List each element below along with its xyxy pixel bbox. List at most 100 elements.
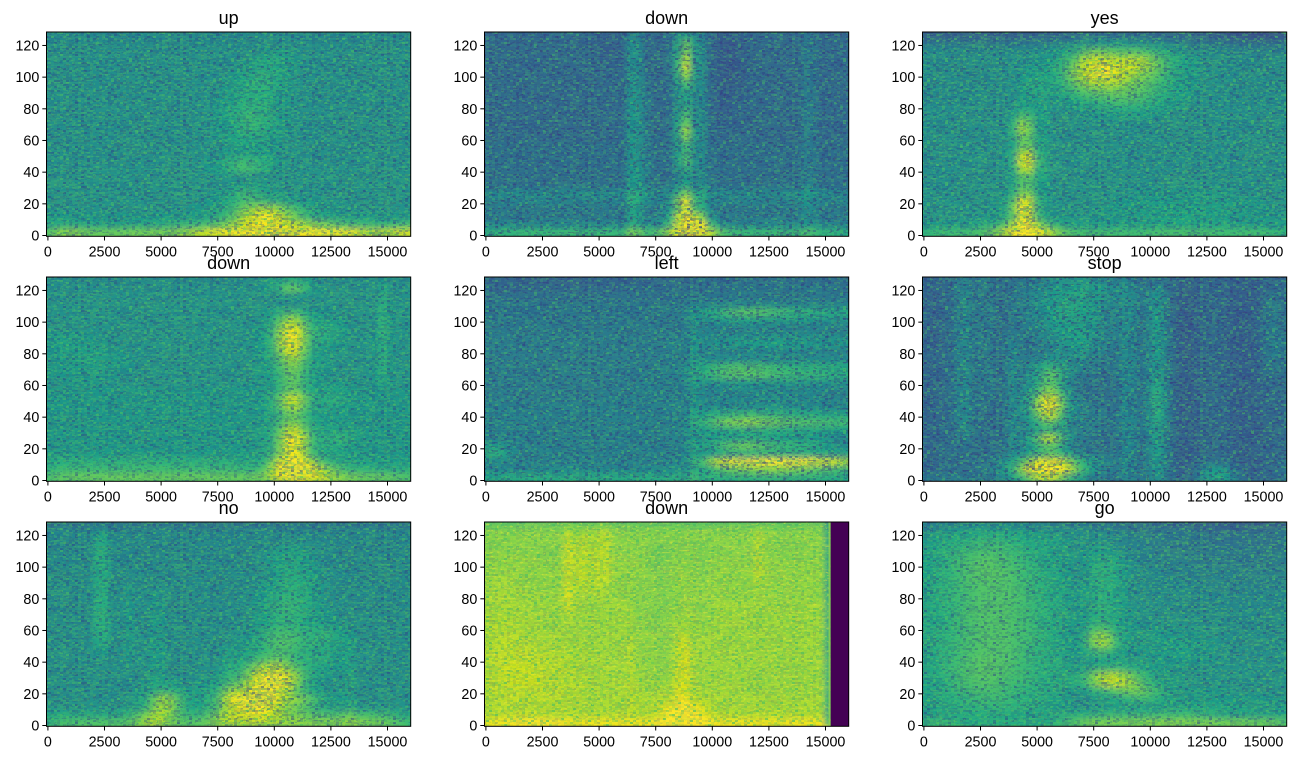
svg-text:15000: 15000 (806, 245, 846, 261)
svg-text:100: 100 (453, 315, 477, 331)
svg-text:12500: 12500 (311, 490, 351, 506)
svg-text:5000: 5000 (583, 490, 615, 506)
svg-text:10000: 10000 (692, 245, 732, 261)
svg-text:40: 40 (23, 165, 39, 181)
svg-text:5000: 5000 (145, 490, 177, 506)
svg-text:12500: 12500 (1187, 490, 1227, 506)
svg-text:80: 80 (23, 102, 39, 118)
svg-text:20: 20 (899, 197, 915, 213)
svg-text:0: 0 (907, 229, 915, 245)
svg-text:20: 20 (23, 687, 39, 703)
svg-text:yes: yes (1091, 8, 1119, 28)
svg-text:12500: 12500 (749, 490, 789, 506)
svg-text:7500: 7500 (202, 245, 234, 261)
svg-text:0: 0 (31, 229, 39, 245)
svg-text:7500: 7500 (202, 490, 234, 506)
svg-text:80: 80 (899, 347, 915, 363)
svg-text:0: 0 (482, 245, 490, 261)
svg-text:7500: 7500 (640, 490, 672, 506)
svg-text:100: 100 (15, 70, 39, 86)
svg-text:stop: stop (1088, 253, 1122, 273)
svg-text:up: up (219, 8, 239, 28)
svg-text:7500: 7500 (640, 245, 672, 261)
svg-text:0: 0 (920, 490, 928, 506)
svg-text:5000: 5000 (145, 735, 177, 751)
svg-text:10000: 10000 (692, 490, 732, 506)
svg-text:60: 60 (899, 378, 915, 394)
svg-text:120: 120 (891, 283, 915, 299)
svg-text:100: 100 (15, 560, 39, 576)
svg-text:80: 80 (461, 102, 477, 118)
svg-text:0: 0 (44, 245, 52, 261)
svg-text:10000: 10000 (254, 490, 294, 506)
svg-text:0: 0 (469, 229, 477, 245)
svg-text:80: 80 (899, 102, 915, 118)
svg-text:7500: 7500 (1078, 245, 1110, 261)
svg-text:15000: 15000 (368, 735, 408, 751)
svg-text:40: 40 (899, 165, 915, 181)
svg-text:60: 60 (899, 133, 915, 149)
svg-text:80: 80 (461, 347, 477, 363)
svg-text:40: 40 (23, 410, 39, 426)
svg-text:5000: 5000 (1021, 490, 1053, 506)
svg-text:2500: 2500 (527, 245, 559, 261)
svg-text:left: left (655, 253, 679, 273)
svg-text:60: 60 (23, 378, 39, 394)
svg-text:120: 120 (453, 38, 477, 54)
svg-text:120: 120 (453, 283, 477, 299)
svg-text:12500: 12500 (311, 245, 351, 261)
svg-text:5000: 5000 (583, 245, 615, 261)
svg-text:15000: 15000 (1244, 245, 1284, 261)
svg-text:120: 120 (15, 38, 39, 54)
svg-text:10000: 10000 (254, 735, 294, 751)
svg-text:20: 20 (461, 197, 477, 213)
svg-text:120: 120 (891, 38, 915, 54)
svg-text:down: down (645, 8, 688, 28)
svg-text:100: 100 (891, 315, 915, 331)
svg-text:15000: 15000 (1244, 490, 1284, 506)
svg-text:20: 20 (899, 442, 915, 458)
svg-text:20: 20 (461, 442, 477, 458)
svg-text:40: 40 (461, 410, 477, 426)
svg-text:10000: 10000 (254, 245, 294, 261)
svg-text:2500: 2500 (89, 245, 121, 261)
svg-text:12500: 12500 (749, 245, 789, 261)
svg-text:20: 20 (23, 442, 39, 458)
svg-text:120: 120 (15, 283, 39, 299)
svg-text:2500: 2500 (527, 490, 559, 506)
svg-text:12500: 12500 (1187, 245, 1227, 261)
svg-text:60: 60 (23, 623, 39, 639)
svg-text:40: 40 (899, 410, 915, 426)
svg-text:40: 40 (23, 655, 39, 671)
svg-text:12500: 12500 (311, 735, 351, 751)
svg-text:60: 60 (461, 133, 477, 149)
svg-text:0: 0 (44, 490, 52, 506)
svg-text:0: 0 (907, 474, 915, 490)
svg-text:20: 20 (23, 197, 39, 213)
svg-text:120: 120 (15, 528, 39, 544)
svg-text:100: 100 (453, 70, 477, 86)
svg-text:2500: 2500 (965, 245, 997, 261)
svg-text:no: no (219, 498, 239, 518)
svg-text:100: 100 (891, 70, 915, 86)
svg-text:10000: 10000 (1130, 245, 1170, 261)
svg-text:5000: 5000 (145, 245, 177, 261)
svg-text:60: 60 (23, 133, 39, 149)
svg-text:2500: 2500 (89, 490, 121, 506)
svg-text:0: 0 (469, 474, 477, 490)
svg-text:10000: 10000 (1130, 490, 1170, 506)
svg-text:0: 0 (482, 490, 490, 506)
svg-text:7500: 7500 (202, 735, 234, 751)
svg-text:2500: 2500 (89, 735, 121, 751)
svg-text:down: down (207, 253, 250, 273)
svg-text:80: 80 (23, 592, 39, 608)
svg-text:60: 60 (461, 378, 477, 394)
svg-text:0: 0 (31, 474, 39, 490)
svg-text:40: 40 (461, 165, 477, 181)
svg-text:15000: 15000 (368, 490, 408, 506)
svg-text:7500: 7500 (1078, 490, 1110, 506)
svg-text:0: 0 (920, 245, 928, 261)
svg-text:15000: 15000 (806, 490, 846, 506)
svg-text:2500: 2500 (965, 490, 997, 506)
svg-text:0: 0 (31, 719, 39, 735)
